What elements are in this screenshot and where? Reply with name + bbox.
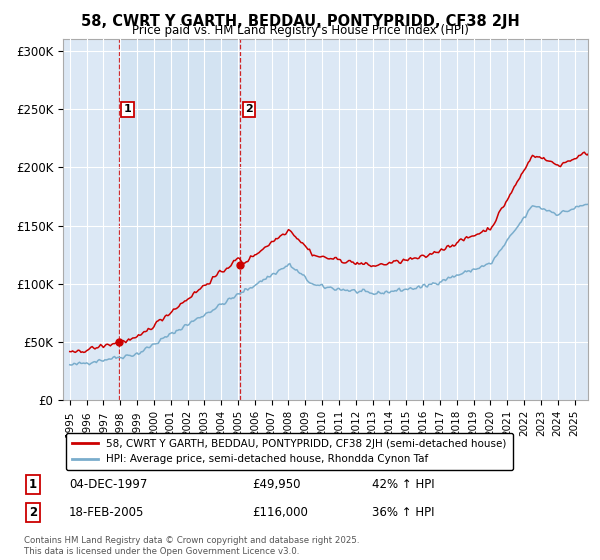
- Legend: 58, CWRT Y GARTH, BEDDAU, PONTYPRIDD, CF38 2JH (semi-detached house), HPI: Avera: 58, CWRT Y GARTH, BEDDAU, PONTYPRIDD, CF…: [65, 433, 513, 470]
- Text: 36% ↑ HPI: 36% ↑ HPI: [372, 506, 434, 519]
- Text: 1: 1: [29, 478, 37, 491]
- Text: £116,000: £116,000: [252, 506, 308, 519]
- Text: 2: 2: [29, 506, 37, 519]
- Text: Price paid vs. HM Land Registry's House Price Index (HPI): Price paid vs. HM Land Registry's House …: [131, 24, 469, 37]
- Text: 58, CWRT Y GARTH, BEDDAU, PONTYPRIDD, CF38 2JH: 58, CWRT Y GARTH, BEDDAU, PONTYPRIDD, CF…: [80, 14, 520, 29]
- Text: Contains HM Land Registry data © Crown copyright and database right 2025.
This d: Contains HM Land Registry data © Crown c…: [24, 536, 359, 556]
- Text: 18-FEB-2005: 18-FEB-2005: [69, 506, 145, 519]
- Text: 2: 2: [245, 104, 253, 114]
- Bar: [119, 39, 240, 400]
- Text: 42% ↑ HPI: 42% ↑ HPI: [372, 478, 434, 491]
- Text: 04-DEC-1997: 04-DEC-1997: [69, 478, 148, 491]
- Text: 1: 1: [124, 104, 131, 114]
- Text: £49,950: £49,950: [252, 478, 301, 491]
